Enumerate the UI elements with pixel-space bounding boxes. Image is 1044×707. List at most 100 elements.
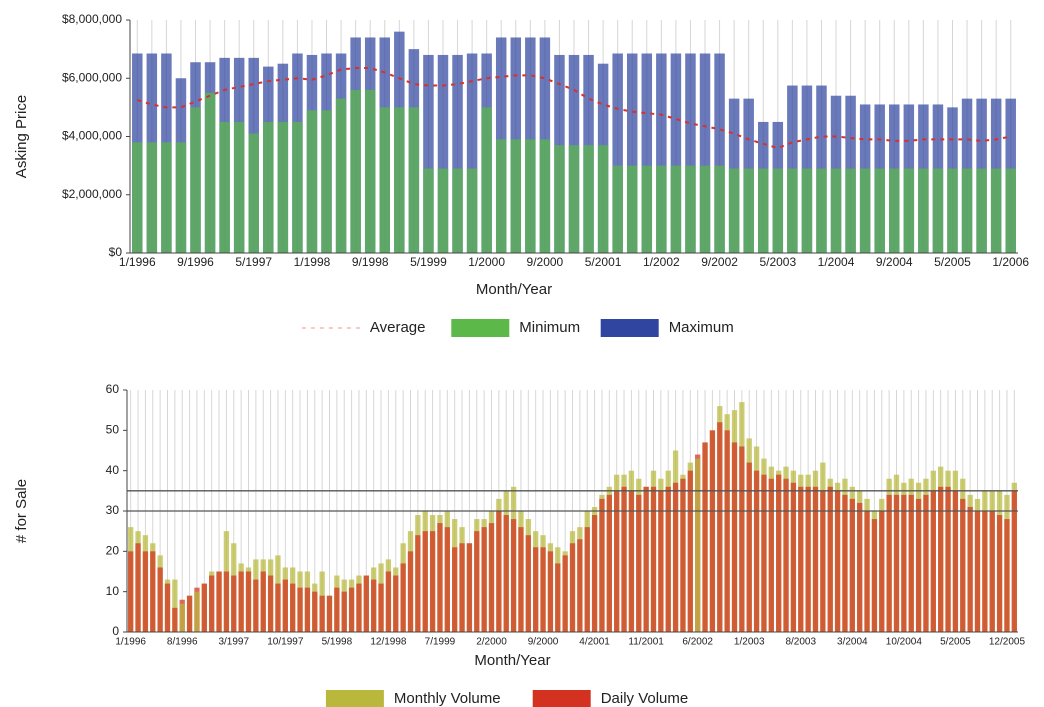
bar [488, 523, 495, 632]
bar [702, 442, 708, 632]
bar [1004, 519, 1010, 632]
bar [172, 607, 178, 632]
bar [772, 168, 784, 253]
bar [952, 490, 959, 632]
bar [518, 527, 524, 632]
bar [930, 490, 936, 632]
y-tick-label: 20 [106, 544, 120, 558]
bar [297, 587, 303, 632]
bar [341, 591, 347, 632]
bar [960, 498, 966, 632]
x-tick-label: 3/1997 [218, 637, 249, 648]
x-tick-label: 5/2001 [585, 255, 622, 269]
bar [335, 98, 347, 253]
bar [812, 486, 819, 632]
x-tick-label: 5/2005 [934, 255, 971, 269]
bar [886, 494, 892, 632]
bar [350, 89, 361, 254]
bar [798, 486, 804, 632]
y-tick-label: $0 [109, 245, 123, 259]
x-tick-label: 8/2003 [785, 637, 816, 648]
bar [459, 543, 465, 632]
bar [371, 579, 377, 632]
bar [540, 547, 546, 632]
bar [260, 571, 266, 632]
bar [379, 107, 390, 253]
bar [233, 121, 245, 253]
bar [466, 53, 478, 254]
bar [135, 543, 141, 632]
bar [569, 543, 576, 632]
bar [423, 168, 434, 253]
bar [363, 575, 369, 632]
bar [783, 478, 789, 632]
bar [724, 430, 730, 632]
bar [263, 121, 274, 253]
bar [253, 579, 259, 632]
legend-swatch [451, 319, 510, 337]
bar [584, 527, 590, 632]
bar [903, 168, 915, 253]
bar [945, 486, 951, 632]
bar [591, 515, 598, 632]
bar [568, 145, 580, 253]
x-axis-title: Month/Year [476, 281, 552, 298]
bar [776, 474, 782, 632]
bar [429, 531, 436, 632]
bar [857, 502, 863, 632]
bar [996, 515, 1003, 632]
bar [245, 571, 252, 632]
bar [685, 53, 696, 254]
bar [577, 539, 583, 632]
bar [238, 571, 244, 632]
y-tick-label: 50 [106, 423, 120, 437]
x-tick-label: 6/2002 [682, 637, 713, 648]
bar [871, 519, 878, 632]
bar [665, 486, 671, 632]
bar [231, 575, 237, 632]
bar [614, 490, 620, 632]
bar [932, 168, 944, 253]
bar [859, 168, 871, 253]
bar [834, 490, 841, 632]
bar [714, 53, 725, 254]
bar [685, 165, 696, 253]
bar [597, 145, 609, 253]
bar [437, 523, 443, 632]
bar [827, 486, 833, 632]
bar [164, 583, 171, 632]
bar [525, 139, 536, 253]
bar [356, 583, 362, 632]
bar [267, 575, 274, 632]
bar [1011, 490, 1017, 632]
x-tick-label: 1/2002 [643, 255, 680, 269]
y-tick-label: $8,000,000 [62, 12, 122, 26]
bar [714, 165, 725, 253]
bar [194, 591, 200, 632]
bar [321, 110, 332, 253]
bar [612, 165, 623, 253]
bar [974, 511, 981, 632]
bar [961, 168, 973, 253]
x-tick-label: 9/1996 [177, 255, 214, 269]
y-axis-title: Asking Price [13, 95, 30, 178]
legend-label: Maximum [669, 319, 734, 336]
bar [190, 107, 201, 253]
bar [186, 595, 193, 632]
bar [670, 165, 682, 253]
bar [687, 470, 693, 632]
bar [746, 462, 752, 632]
x-tick-label: 5/1998 [322, 637, 353, 648]
bar [947, 168, 958, 253]
bar [976, 168, 987, 253]
bar [728, 168, 740, 253]
bar [525, 535, 531, 632]
bar [709, 430, 716, 632]
bar [908, 494, 914, 632]
bar [128, 551, 134, 632]
legend-label: Monthly Volume [394, 690, 501, 707]
bar [583, 145, 594, 253]
legend-label: Daily Volume [601, 690, 689, 707]
bar [539, 139, 551, 253]
